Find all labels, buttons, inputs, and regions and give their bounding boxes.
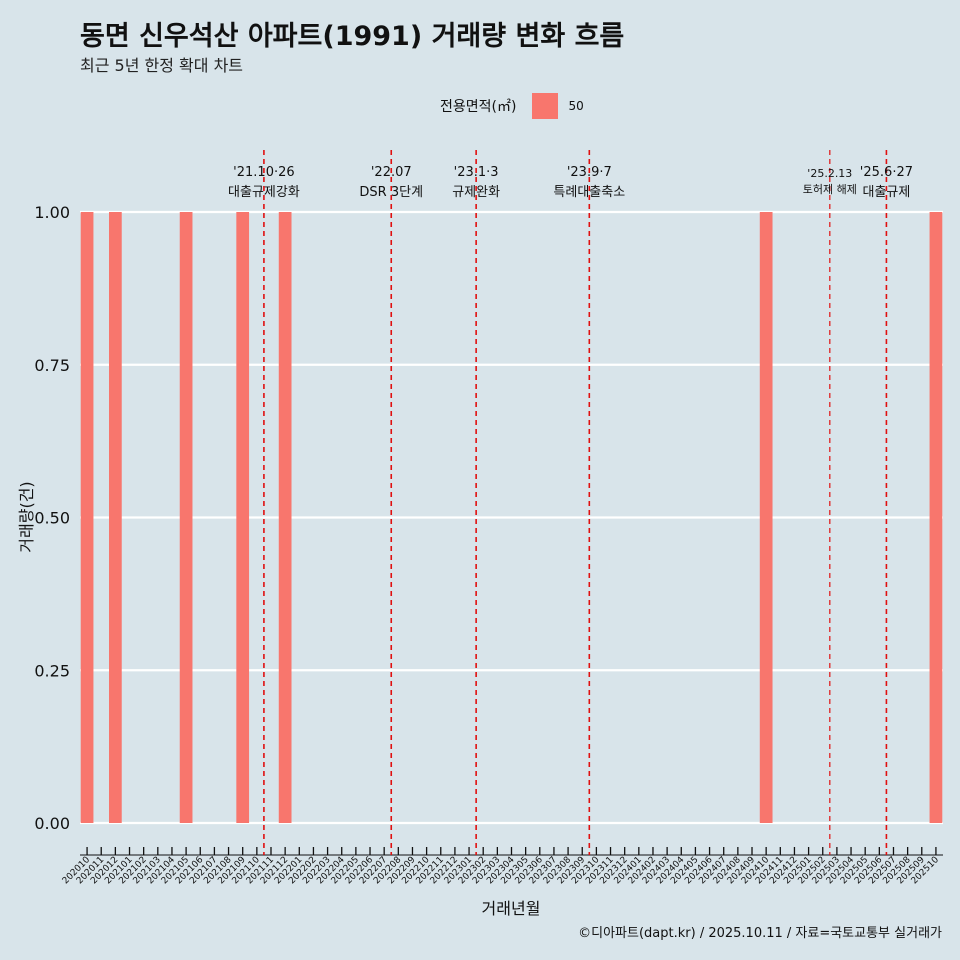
bar [179,212,193,823]
event-text-label: 규제완화 [452,185,500,200]
event-date-label: '25.2.13 [807,167,852,180]
bar [929,212,943,823]
y-tick-label: 0.25 [34,661,70,680]
legend-title: 전용면적(㎡) [440,99,517,115]
event-date-label: '25.6·27 [860,165,913,180]
chart-subtitle: 최근 5년 한정 확대 차트 [80,56,244,75]
event-text-label: DSR 3단계 [359,185,423,200]
y-tick-label: 1.00 [34,203,70,222]
legend-label: 50 [568,99,584,113]
legend-swatch [532,93,559,119]
source-caption: ©디아파트(dapt.kr) / 2025.10.11 / 자료=국토교통부 실… [578,926,942,941]
chart-title: 동면 신우석산 아파트(1991) 거래량 변화 흐름 [80,21,625,52]
bar [109,212,122,823]
event-text-label: 특례대출축소 [553,185,625,200]
x-axis-title: 거래년월 [482,899,541,918]
bar [278,212,292,823]
bar [80,212,94,823]
y-tick-label: 0.75 [34,356,70,375]
y-tick-label: 0.00 [34,814,70,833]
legend: 전용면적(㎡) 50 [440,93,584,119]
y-axis-title: 거래량(건) [17,481,36,552]
event-date-label: '23.9·7 [567,165,612,180]
event-text-label: 대출규제강화 [228,185,300,200]
y-tick-label: 0.50 [34,509,70,528]
event-date-label: '22.07 [371,165,412,180]
event-date-label: '23.1·3 [454,165,499,180]
event-date-label: '21.10·26 [233,165,294,180]
event-text-label: 토허제 해제 [803,182,857,196]
bar [759,212,773,823]
event-text-label: 대출규제 [862,185,910,200]
bar [236,212,250,823]
